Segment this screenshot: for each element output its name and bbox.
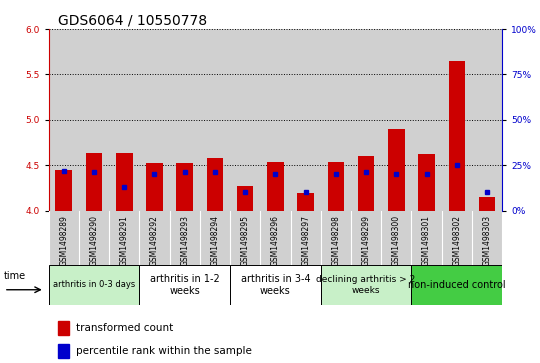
Text: GDS6064 / 10550778: GDS6064 / 10550778 xyxy=(58,14,207,28)
Bar xyxy=(411,265,502,305)
Text: GSM1498296: GSM1498296 xyxy=(271,215,280,266)
Text: GSM1498297: GSM1498297 xyxy=(301,215,310,266)
Bar xyxy=(479,197,495,211)
Bar xyxy=(449,61,465,211)
Bar xyxy=(116,153,132,211)
Bar xyxy=(207,158,223,211)
Text: GSM1498295: GSM1498295 xyxy=(241,215,249,266)
Text: GSM1498301: GSM1498301 xyxy=(422,215,431,266)
Bar xyxy=(58,321,70,335)
Text: transformed count: transformed count xyxy=(77,323,174,333)
Text: GSM1498289: GSM1498289 xyxy=(59,215,68,266)
Bar xyxy=(328,162,344,211)
Bar xyxy=(49,265,139,305)
Text: non-induced control: non-induced control xyxy=(408,280,505,290)
Text: time: time xyxy=(4,271,26,281)
Text: GSM1498293: GSM1498293 xyxy=(180,215,189,266)
Bar xyxy=(139,265,230,305)
Text: declining arthritis > 2
weeks: declining arthritis > 2 weeks xyxy=(316,275,416,295)
Text: arthritis in 3-4
weeks: arthritis in 3-4 weeks xyxy=(241,274,310,296)
Text: GSM1498298: GSM1498298 xyxy=(332,215,340,266)
Bar xyxy=(58,344,70,358)
Text: GSM1498290: GSM1498290 xyxy=(90,215,98,266)
Bar xyxy=(388,129,404,211)
Text: GSM1498303: GSM1498303 xyxy=(483,215,491,266)
Bar xyxy=(237,186,253,211)
Text: GSM1498291: GSM1498291 xyxy=(120,215,129,266)
Text: GSM1498292: GSM1498292 xyxy=(150,215,159,266)
Text: arthritis in 0-3 days: arthritis in 0-3 days xyxy=(53,281,135,289)
Text: arthritis in 1-2
weeks: arthritis in 1-2 weeks xyxy=(150,274,220,296)
Bar xyxy=(298,193,314,211)
Text: GSM1498302: GSM1498302 xyxy=(453,215,461,266)
Text: GSM1498294: GSM1498294 xyxy=(211,215,219,266)
Bar xyxy=(49,29,502,211)
Bar xyxy=(418,154,435,211)
Text: GSM1498299: GSM1498299 xyxy=(362,215,370,266)
Bar xyxy=(321,265,411,305)
Bar xyxy=(358,156,374,211)
Bar xyxy=(86,153,102,211)
Text: GSM1498300: GSM1498300 xyxy=(392,215,401,266)
Bar xyxy=(146,163,163,211)
Text: percentile rank within the sample: percentile rank within the sample xyxy=(77,346,252,356)
Bar xyxy=(56,170,72,211)
Bar xyxy=(177,163,193,211)
Bar xyxy=(230,265,321,305)
Bar xyxy=(267,162,284,211)
